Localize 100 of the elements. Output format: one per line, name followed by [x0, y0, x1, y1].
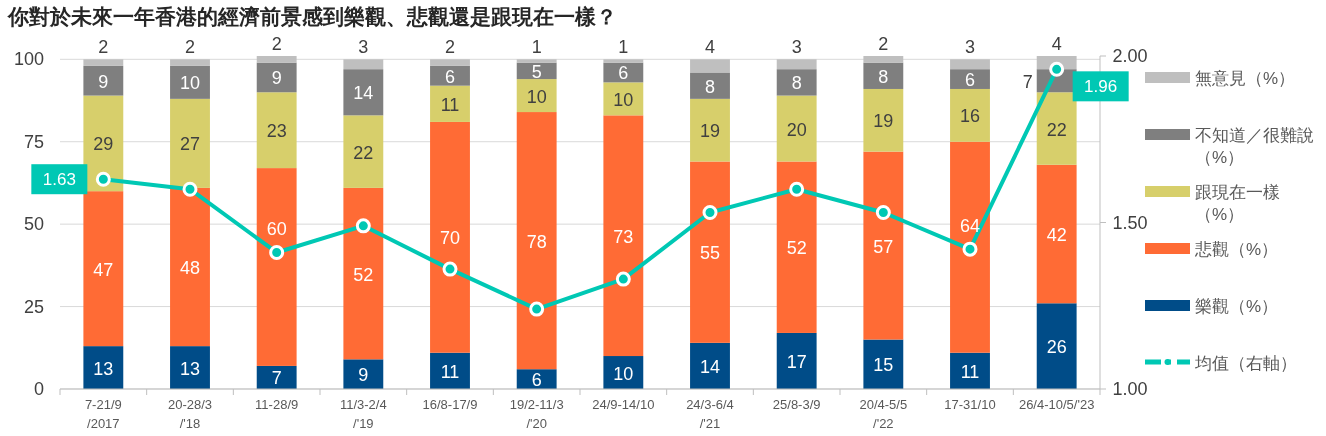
bar	[170, 98, 210, 188]
data-label: 9	[98, 71, 109, 92]
x-tick-label: 26/4-10/5/'23	[1018, 397, 1095, 412]
data-label: 6	[531, 370, 542, 391]
bar	[776, 161, 817, 333]
legend-label: 均值（右軸）	[1194, 354, 1297, 373]
data-label: 9	[271, 68, 282, 89]
bar	[256, 56, 297, 63]
bar	[1036, 164, 1077, 304]
data-label: 70	[439, 228, 461, 249]
point	[789, 181, 805, 197]
data-label: 8	[878, 66, 889, 87]
data-label: 14	[353, 83, 374, 104]
y-tick-label: 25	[23, 296, 44, 317]
bar	[343, 59, 384, 70]
y-tick-label: 50	[23, 214, 44, 235]
y2-tick-label: 1.50	[1112, 212, 1148, 233]
bar	[256, 62, 297, 93]
bar	[863, 339, 904, 389]
bar	[170, 65, 210, 99]
bar	[950, 69, 990, 89]
data-label: 6	[444, 66, 456, 87]
bar	[1036, 92, 1077, 165]
bar	[256, 365, 297, 389]
bar	[516, 112, 557, 370]
data-label: 8	[791, 73, 802, 94]
bar	[950, 141, 990, 353]
bar	[83, 191, 124, 347]
bar	[690, 98, 730, 162]
bar	[690, 72, 730, 99]
y2-tick-label: 1.00	[1112, 379, 1148, 399]
data-label: 22	[1046, 119, 1067, 140]
chart-title: 你對於未來一年香港的經濟前景感到樂觀、悲觀還是跟現在一樣？	[7, 5, 617, 28]
bar	[950, 88, 990, 142]
bar	[83, 346, 124, 389]
data-label: 2	[271, 34, 282, 54]
data-label: 29	[93, 134, 114, 155]
data-label: 2	[184, 37, 196, 58]
data-label: 42	[1046, 225, 1067, 246]
data-label: 10	[526, 86, 547, 107]
data-label: 2	[878, 34, 889, 54]
data-label: 11	[960, 361, 980, 382]
bar	[430, 65, 470, 86]
bar	[776, 332, 817, 389]
data-label: 2	[98, 37, 109, 58]
data-label: 2	[444, 37, 456, 58]
bar	[343, 115, 384, 188]
bar	[950, 59, 990, 70]
x-tick-label: 7-21/9 /2017	[84, 397, 122, 431]
point	[1049, 61, 1065, 77]
data-label: 19	[699, 121, 721, 142]
data-label: 16	[959, 106, 981, 127]
bar	[603, 59, 644, 63]
x-tick-label: 17-31/10	[944, 397, 996, 412]
legend-label: 無意見（%）	[1195, 69, 1296, 88]
data-label: 26	[1046, 337, 1067, 358]
y-tick-label: 75	[23, 131, 44, 152]
point	[355, 218, 371, 234]
x-tick-label: 16/8-17/9	[422, 397, 478, 412]
data-label: 6	[964, 70, 976, 91]
point	[615, 271, 631, 287]
data-label: 9	[358, 365, 369, 386]
bar	[343, 359, 384, 389]
point	[875, 205, 891, 221]
data-label: 57	[873, 236, 894, 257]
data-label: 10	[179, 73, 201, 94]
data-label: 13	[93, 358, 114, 379]
bar	[1036, 303, 1077, 389]
bar	[776, 69, 817, 96]
point	[702, 205, 718, 221]
y-tick-label: 100	[13, 49, 44, 70]
bar	[343, 69, 384, 116]
bar	[256, 92, 297, 169]
bar	[170, 59, 210, 66]
y-tick-label: 0	[33, 379, 44, 399]
data-label: 3	[358, 37, 369, 58]
bar	[430, 59, 470, 66]
bar	[603, 82, 644, 116]
bar	[256, 168, 297, 366]
bar	[603, 115, 644, 357]
data-label: 11	[440, 361, 460, 382]
x-tick-label: 24/3-6/4 /'21	[686, 397, 734, 431]
bar	[430, 85, 470, 122]
point	[529, 301, 545, 317]
legend-label: 樂觀（%）	[1195, 297, 1279, 316]
data-label: 7	[271, 368, 282, 389]
data-label: 14	[699, 356, 721, 377]
bar	[83, 95, 124, 192]
point	[182, 181, 198, 197]
legend-label: 悲觀（%）	[1194, 240, 1279, 259]
bar	[776, 59, 817, 70]
bar	[690, 59, 730, 73]
data-label: 3	[791, 37, 802, 58]
bar	[170, 187, 210, 347]
data-label: 6	[618, 63, 629, 84]
bar	[863, 88, 904, 152]
data-label: 27	[179, 134, 201, 155]
data-label: 47	[93, 259, 114, 280]
data-label: 10	[613, 89, 634, 110]
data-label: 48	[179, 258, 201, 279]
